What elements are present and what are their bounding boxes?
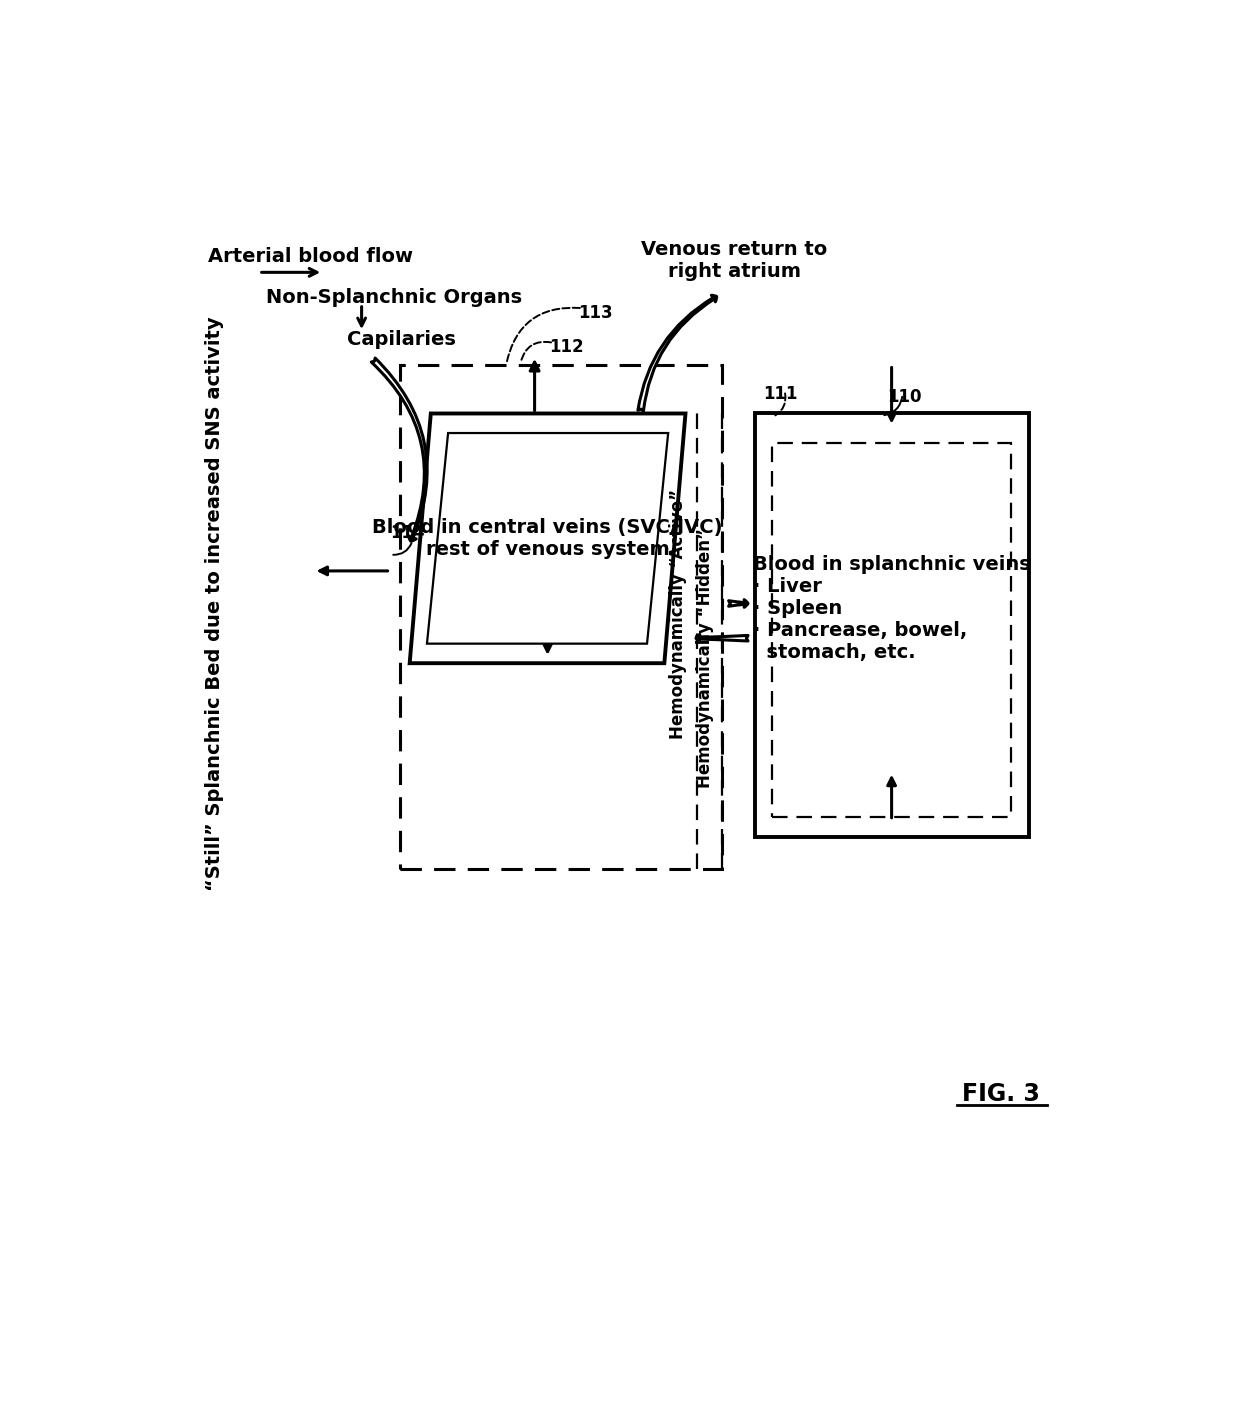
- Text: 114: 114: [391, 525, 425, 541]
- Text: Non-Splanchnic Organs: Non-Splanchnic Organs: [265, 288, 522, 307]
- Text: Venous return to
right atrium: Venous return to right atrium: [641, 240, 827, 281]
- Text: Blood in splanchnic veins
· Liver
· Spleen
· Pancrease, bowel,
  stomach, etc.: Blood in splanchnic veins · Liver · Sple…: [753, 556, 1030, 663]
- Text: “Still” Splanchnic Bed due to increased SNS activity: “Still” Splanchnic Bed due to increased …: [205, 316, 224, 891]
- Text: 112: 112: [549, 338, 584, 357]
- Text: Blood in central veins (SVC/IVC)
rest of venous system: Blood in central veins (SVC/IVC) rest of…: [372, 517, 723, 558]
- Text: 113: 113: [578, 303, 613, 321]
- FancyBboxPatch shape: [755, 413, 1028, 838]
- Text: 110: 110: [888, 388, 921, 406]
- Polygon shape: [409, 413, 686, 663]
- Text: FIG. 3: FIG. 3: [962, 1083, 1039, 1107]
- Text: Hemodynamically “Active”: Hemodynamically “Active”: [668, 489, 687, 739]
- Text: Arterial blood flow: Arterial blood flow: [208, 247, 413, 265]
- Text: 111: 111: [764, 385, 797, 403]
- Text: Capilaries: Capilaries: [347, 330, 456, 350]
- Polygon shape: [427, 433, 668, 643]
- Text: Hemodynamically “Hidden”: Hemodynamically “Hidden”: [696, 527, 714, 788]
